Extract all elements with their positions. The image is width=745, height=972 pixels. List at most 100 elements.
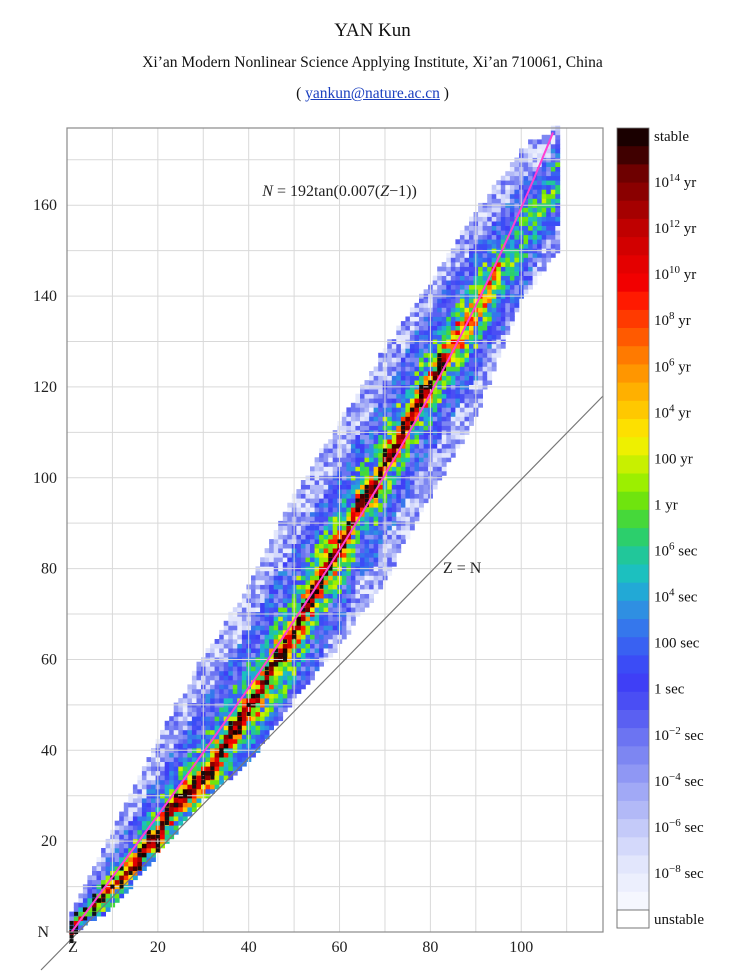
heatmap-cell xyxy=(282,584,288,590)
heatmap-cell xyxy=(409,484,415,490)
heatmap-cell xyxy=(419,321,424,326)
heatmap-cell xyxy=(273,575,279,581)
heatmap-cell xyxy=(269,561,274,567)
heatmap-cell xyxy=(323,584,329,590)
heatmap-cell xyxy=(423,321,429,326)
heatmap-cell xyxy=(328,461,334,467)
heatmap-cell xyxy=(409,366,415,372)
heatmap-cell xyxy=(350,575,356,581)
heatmap-cell xyxy=(364,570,370,576)
stable-nuclide-mark xyxy=(373,493,378,498)
heatmap-cell xyxy=(328,516,334,522)
heatmap-cell xyxy=(505,330,511,335)
heatmap-cell xyxy=(423,389,429,395)
heatmap-cell xyxy=(310,639,315,644)
heatmap-cell xyxy=(523,221,529,226)
heatmap-cell xyxy=(305,652,311,658)
heatmap-cell xyxy=(387,466,393,472)
heatmap-cell xyxy=(537,234,542,240)
heatmap-cell xyxy=(196,693,202,699)
heatmap-cell xyxy=(305,516,311,522)
heatmap-cell xyxy=(146,843,152,849)
email-link[interactable]: yankun@nature.ac.cn xyxy=(305,85,440,102)
heatmap-cell xyxy=(364,425,370,431)
heatmap-cell xyxy=(423,343,429,349)
heatmap-cell xyxy=(400,470,406,476)
heatmap-cell xyxy=(360,466,365,472)
heatmap-cell xyxy=(278,570,284,576)
heatmap-cell xyxy=(500,284,506,290)
heatmap-cell xyxy=(78,893,84,899)
heatmap-cell xyxy=(478,239,483,245)
heatmap-cell xyxy=(419,316,424,322)
heatmap-cell xyxy=(500,234,506,240)
heatmap-cell xyxy=(305,670,311,676)
heatmap-cell xyxy=(400,461,406,467)
heatmap-cell xyxy=(391,502,397,508)
heatmap-cell xyxy=(296,575,302,581)
heatmap-cell xyxy=(496,307,502,313)
heatmap-cell xyxy=(414,389,420,395)
heatmap-cell xyxy=(450,289,456,295)
heatmap-cell xyxy=(128,816,134,822)
stable-nuclide-mark xyxy=(328,552,333,557)
heatmap-cell xyxy=(455,380,461,385)
colorbar-label: 1 yr xyxy=(654,498,678,514)
heatmap-cell xyxy=(523,230,529,236)
heatmap-cell xyxy=(332,580,338,585)
heatmap-cell xyxy=(350,411,356,417)
heatmap-cell xyxy=(450,352,456,358)
heatmap-cell xyxy=(455,352,461,358)
heatmap-cell xyxy=(332,530,338,535)
heatmap-cell xyxy=(405,348,411,354)
heatmap-cell xyxy=(469,321,474,326)
heatmap-cell xyxy=(164,757,170,762)
heatmap-cell xyxy=(482,216,488,222)
heatmap-cell xyxy=(114,875,120,881)
heatmap-cell xyxy=(232,693,238,699)
heatmap-cell xyxy=(123,866,129,871)
heatmap-cell xyxy=(523,252,529,258)
heatmap-cell xyxy=(282,598,288,603)
heatmap-cell xyxy=(396,461,402,467)
heatmap-cell xyxy=(296,598,302,603)
heatmap-cell xyxy=(546,166,552,172)
heatmap-cell xyxy=(419,466,424,472)
heatmap-cell xyxy=(405,416,411,422)
colorbar-swatch xyxy=(617,582,649,602)
heatmap-cell xyxy=(405,452,411,458)
heatmap-cell xyxy=(260,629,265,635)
heatmap-cell xyxy=(373,434,379,440)
stable-nuclide-mark xyxy=(410,421,415,426)
heatmap-cell xyxy=(264,548,270,554)
heatmap-cell xyxy=(378,439,384,445)
heatmap-cell xyxy=(232,743,238,749)
heatmap-cell xyxy=(350,589,356,594)
stable-nuclide-mark xyxy=(119,880,124,885)
heatmap-cell xyxy=(273,620,279,626)
heatmap-cell xyxy=(405,393,411,399)
heatmap-cell xyxy=(128,843,134,849)
heatmap-cell xyxy=(300,480,306,485)
heatmap-cell xyxy=(500,302,506,308)
heatmap-cell xyxy=(264,629,270,635)
heatmap-cell xyxy=(119,848,125,853)
heatmap-cell xyxy=(87,911,93,917)
heatmap-cell xyxy=(282,675,288,681)
heatmap-cell xyxy=(478,398,483,404)
heatmap-cell xyxy=(360,584,365,590)
heatmap-cell xyxy=(232,729,238,735)
heatmap-cell xyxy=(523,171,529,177)
heatmap-cell xyxy=(387,434,393,440)
heatmap-cell xyxy=(287,584,293,590)
heatmap-cell xyxy=(255,707,261,713)
heatmap-cell xyxy=(550,193,556,199)
heatmap-cell xyxy=(487,193,493,199)
heatmap-cell xyxy=(105,861,111,867)
heatmap-cell xyxy=(341,593,347,599)
colorbar-label: 104 sec xyxy=(654,587,698,606)
heatmap-cell xyxy=(437,434,443,440)
heatmap-cell xyxy=(528,198,533,204)
heatmap-cell xyxy=(396,371,402,376)
heatmap-cell xyxy=(523,212,529,217)
